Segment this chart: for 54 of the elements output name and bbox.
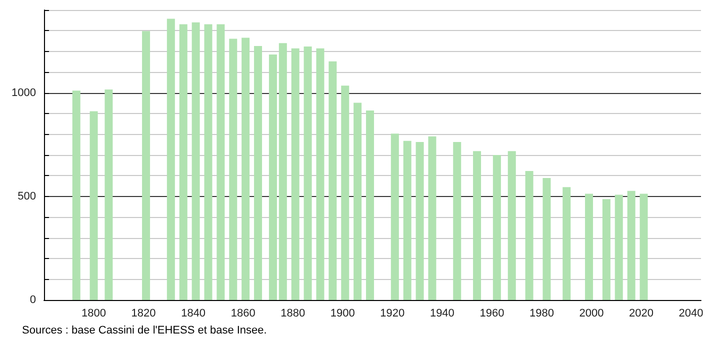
bar <box>90 111 98 300</box>
bar <box>216 24 225 300</box>
bar <box>291 48 300 300</box>
bar <box>354 102 362 300</box>
x-tick-label: 1900 <box>330 308 355 320</box>
bar <box>304 46 312 300</box>
y-tick-label: 1000 <box>12 86 36 99</box>
y-tick-label: 500 <box>18 190 36 202</box>
bar <box>142 31 150 300</box>
x-tick-label: 2040 <box>678 308 704 320</box>
bar <box>453 142 462 300</box>
bar <box>428 136 436 300</box>
bar <box>104 90 113 300</box>
x-tick-label: 1800 <box>82 308 106 320</box>
bar <box>229 38 238 300</box>
x-tick-label: 1920 <box>380 308 405 320</box>
bar <box>627 190 636 300</box>
bar <box>192 22 200 300</box>
bar <box>416 142 424 300</box>
bar <box>366 110 374 300</box>
x-tick-label: 1960 <box>480 308 504 320</box>
bar <box>640 194 648 300</box>
bar <box>242 38 250 300</box>
y-tick-label: 0 <box>30 294 36 306</box>
bar <box>473 151 482 300</box>
x-tick-label: 1940 <box>430 308 454 320</box>
bar <box>390 134 399 300</box>
bar <box>328 61 337 300</box>
x-tick-label: 1840 <box>181 308 206 320</box>
bar <box>204 24 212 300</box>
x-tick-label: 1980 <box>529 308 554 320</box>
bar <box>525 170 534 300</box>
bar <box>542 178 551 300</box>
bar <box>602 199 610 300</box>
x-tick-label: 1880 <box>280 308 306 320</box>
x-tick-label: 1860 <box>230 308 256 320</box>
bar <box>316 48 324 300</box>
bar <box>179 24 188 300</box>
x-tick-label: 2020 <box>629 308 654 320</box>
bar <box>254 46 262 300</box>
bar <box>166 18 175 300</box>
bar <box>508 151 516 300</box>
x-tick-label: 2000 <box>579 308 604 320</box>
bar <box>614 194 623 300</box>
bar <box>403 140 412 300</box>
bar <box>278 43 287 300</box>
bar <box>72 90 80 300</box>
bar <box>341 86 350 300</box>
x-tick-label: 1820 <box>131 308 156 320</box>
source-note: Sources : base Cassini de l'EHESS et base Insee. <box>22 324 267 336</box>
bar <box>492 155 501 300</box>
bar <box>562 187 571 300</box>
bar <box>268 54 277 300</box>
bar <box>585 194 594 300</box>
